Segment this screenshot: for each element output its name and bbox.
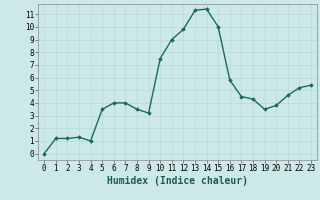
X-axis label: Humidex (Indice chaleur): Humidex (Indice chaleur) (107, 176, 248, 186)
